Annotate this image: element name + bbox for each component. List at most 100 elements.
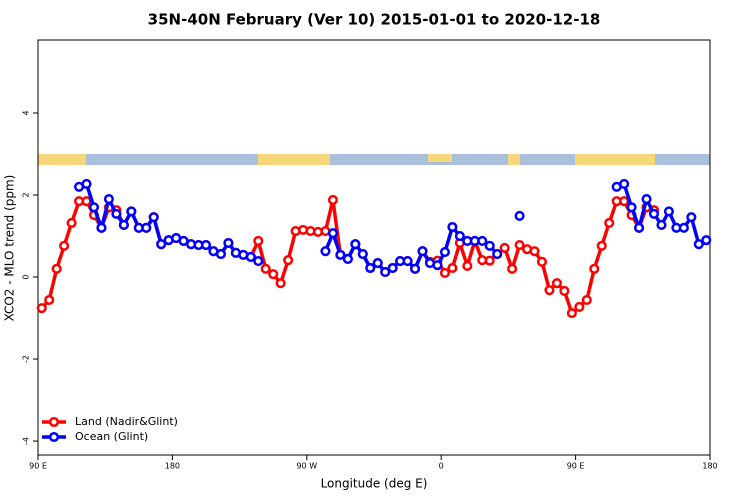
chart-title: 35N-40N February (Ver 10) 2015-01-01 to … (148, 11, 601, 29)
x-tick-label: 90 W (296, 462, 317, 471)
data-point (126, 206, 137, 217)
data-point (619, 178, 630, 189)
data-point (402, 255, 413, 267)
data-point (156, 239, 167, 250)
data-point (111, 208, 122, 219)
data-point (365, 262, 376, 274)
data-point (634, 222, 645, 233)
legend-label: Ocean (Glint) (75, 430, 148, 443)
data-point (663, 206, 674, 217)
legend: Land (Nadir&Glint) Ocean (Glint) (42, 415, 178, 443)
data-point (432, 260, 443, 271)
data-point (484, 255, 495, 266)
data-point (574, 301, 585, 313)
data-point (447, 221, 458, 233)
data-point (507, 263, 518, 274)
data-point (357, 249, 368, 260)
data-point (529, 246, 540, 257)
data-point (648, 208, 660, 219)
data-point (253, 235, 264, 246)
data-point (81, 178, 92, 189)
y-tick-label: 4 (22, 110, 31, 115)
data-point (626, 202, 637, 213)
y-axis-label: XCO2 - MLO trend (ppm) (3, 175, 17, 322)
data-point (350, 239, 361, 250)
data-point (215, 249, 226, 260)
data-point (96, 222, 107, 233)
data-point (335, 249, 346, 260)
data-point (484, 240, 495, 251)
plot-frame (37, 39, 711, 456)
data-point (514, 210, 525, 221)
data-point (81, 196, 92, 207)
data-point (260, 263, 271, 274)
x-tick-label: 0 (439, 462, 444, 471)
data-point (514, 239, 525, 251)
data-point (410, 263, 421, 274)
data-point (492, 249, 503, 260)
data-point (596, 240, 607, 251)
legend-label: Land (Nadir&Glint) (75, 415, 178, 428)
data-point (223, 237, 234, 249)
data-point (641, 194, 652, 205)
data-point (701, 235, 712, 246)
data-point (283, 255, 294, 266)
data-point (581, 294, 592, 306)
data-point (536, 256, 548, 267)
data-point (66, 217, 77, 228)
data-point (141, 222, 152, 233)
data-point (320, 246, 331, 257)
data-point (36, 303, 47, 314)
data-point (275, 278, 286, 289)
data-point (327, 228, 338, 239)
data-point (693, 239, 704, 250)
data-point (589, 263, 600, 274)
data-point (372, 258, 383, 269)
data-point (118, 219, 129, 230)
data-point (551, 278, 562, 289)
data-point (499, 242, 510, 253)
data-point (678, 222, 689, 233)
data-point (686, 212, 697, 223)
data-point (566, 308, 577, 319)
data-point (103, 194, 114, 205)
data-point (59, 240, 70, 251)
x-tick-label: 90 E (567, 462, 585, 471)
data-point (327, 194, 338, 205)
x-tick-label: 180 (702, 462, 717, 471)
map-strip (38, 154, 710, 165)
data-point (88, 202, 100, 213)
data-point (439, 246, 450, 258)
data-point (387, 262, 398, 274)
data-point (656, 219, 667, 230)
data-point (253, 255, 264, 267)
data-point (342, 253, 353, 265)
data-point (148, 212, 159, 223)
legend-marker (48, 416, 60, 428)
data-point (462, 260, 473, 272)
data-point (447, 262, 458, 274)
data-point (245, 251, 256, 262)
data-point (604, 217, 615, 228)
y-tick-label: 2 (22, 192, 31, 197)
data-point (44, 294, 55, 306)
data-point (477, 235, 488, 246)
data-point (417, 246, 428, 257)
data-point (200, 239, 212, 251)
data-point (268, 269, 279, 280)
data-point (544, 285, 555, 296)
y-tick-label: -4 (22, 437, 31, 445)
x-tick-label: 90 E (29, 462, 47, 471)
data-point (619, 196, 630, 207)
x-tick-label: 180 (165, 462, 180, 471)
x-axis-label: Longitude (deg E) (321, 477, 428, 491)
y-tick-label: -2 (22, 355, 31, 363)
data-point (559, 285, 570, 297)
y-tick-label: 0 (22, 274, 31, 279)
data-point (439, 267, 450, 278)
series-line (78, 182, 708, 274)
data-point (454, 230, 465, 242)
data-point (380, 267, 391, 278)
data-point (51, 263, 62, 274)
